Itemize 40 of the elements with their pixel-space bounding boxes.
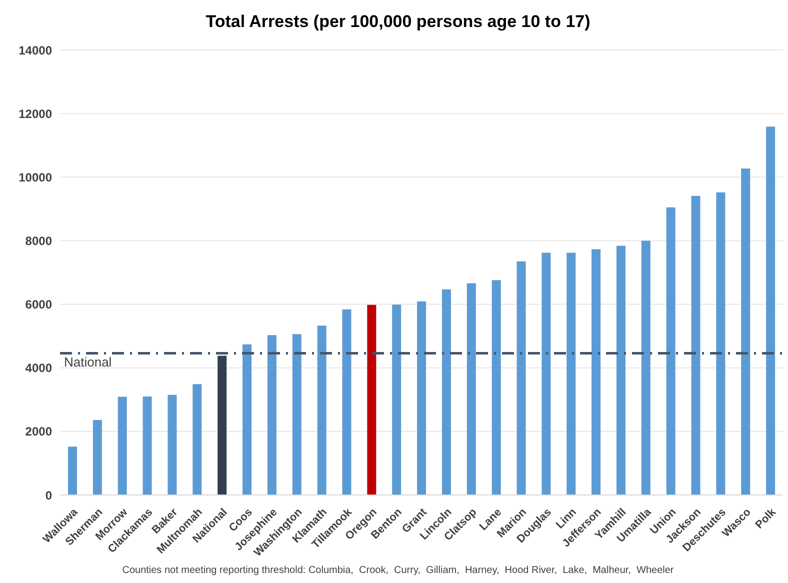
y-tick-label: 4000 bbox=[25, 361, 52, 376]
ref-line-label: National bbox=[64, 354, 112, 370]
bar bbox=[516, 261, 526, 495]
bar bbox=[592, 249, 601, 495]
y-tick-label: 2000 bbox=[25, 424, 52, 439]
bar bbox=[92, 420, 102, 495]
bar bbox=[392, 304, 402, 495]
y-tick-label: 6000 bbox=[25, 298, 52, 312]
bar bbox=[766, 126, 776, 495]
bar bbox=[192, 384, 202, 495]
bar bbox=[741, 168, 750, 495]
y-tick-label: 12000 bbox=[18, 106, 52, 121]
text: Counties not meeting reporting threshold: Columbia, Crook, Curry, Gilliam, Harney, Hood River, Lake, Malheur, Wheeler bbox=[121, 565, 675, 576]
bar bbox=[118, 396, 127, 495]
bar bbox=[466, 283, 476, 495]
bar bbox=[666, 207, 676, 495]
bar bbox=[566, 252, 576, 495]
y-tick-label: 10000 bbox=[18, 170, 52, 184]
bar bbox=[542, 252, 551, 495]
chart-title: Total Arrests (per 100,000 persons age 10 to 17) bbox=[204, 12, 592, 32]
bar bbox=[292, 334, 302, 495]
y-tick-label: 0 bbox=[45, 488, 52, 502]
bar bbox=[492, 280, 501, 495]
bar bbox=[242, 344, 252, 495]
bar bbox=[218, 356, 227, 495]
bar bbox=[68, 446, 77, 495]
bar bbox=[691, 196, 700, 495]
bar bbox=[716, 192, 726, 495]
bar bbox=[417, 301, 426, 495]
bar bbox=[267, 335, 276, 495]
bar bbox=[168, 394, 177, 495]
y-tick-label: 8000 bbox=[25, 234, 52, 248]
bar bbox=[317, 326, 326, 495]
y-tick-label: 14000 bbox=[18, 43, 52, 58]
bar bbox=[342, 309, 352, 495]
bar bbox=[641, 240, 650, 495]
bar bbox=[442, 289, 451, 495]
bar bbox=[616, 246, 626, 495]
bar bbox=[367, 304, 376, 495]
bar bbox=[142, 396, 152, 495]
